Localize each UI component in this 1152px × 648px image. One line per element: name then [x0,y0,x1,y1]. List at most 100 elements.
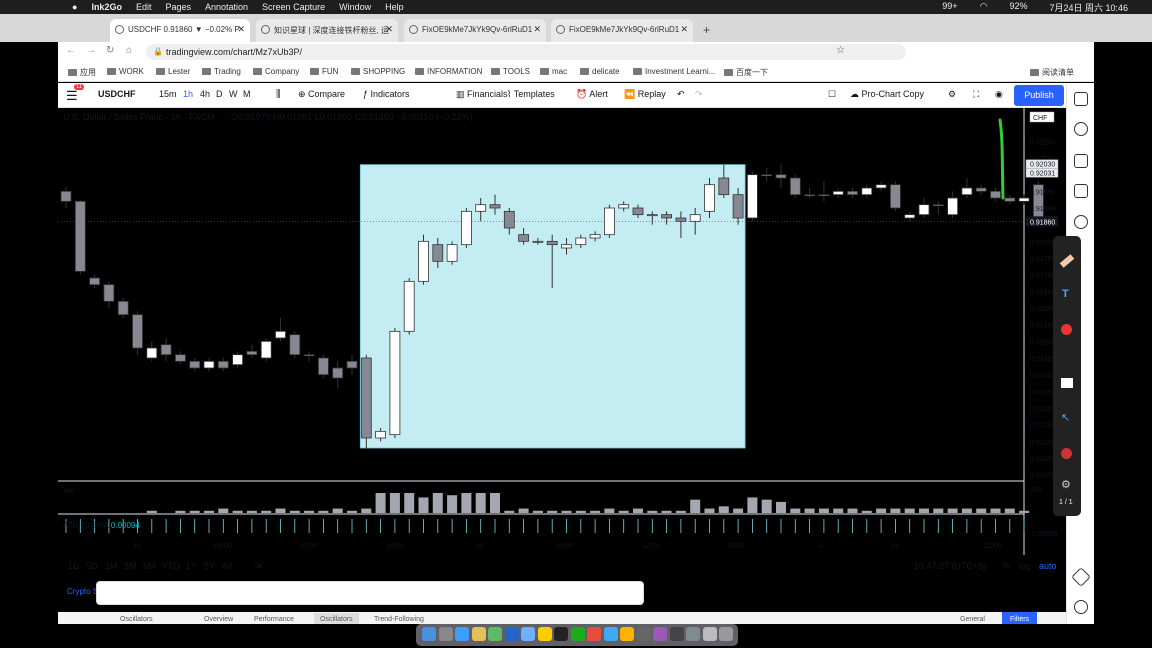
layout-square-icon[interactable]: ☐ [828,89,837,99]
dock-app-icon[interactable] [719,627,733,641]
tab-zsxq[interactable]: 知识星球 | 深度连接铁杆粉丝, 运 ✕ [256,19,398,42]
interval-15m[interactable]: 15m [159,89,177,99]
dock-app-icon[interactable] [488,627,502,641]
range-5y[interactable]: 5Y [204,561,216,571]
battery-label[interactable]: 92% [1009,1,1028,11]
dock-app-icon[interactable] [537,627,552,641]
range-1y[interactable]: 1Y [186,561,198,571]
calendar-icon[interactable] [1074,184,1088,198]
dock-app-icon[interactable] [603,627,618,641]
dock-app-icon[interactable] [702,627,717,641]
percent-toggle[interactable]: % [1002,561,1011,571]
filters-button[interactable]: Filters [1002,612,1038,624]
financials-button[interactable]: ▥ Financials [456,89,508,100]
replay-button[interactable]: ⏪ Replay [624,89,666,100]
bookmark-work[interactable]: WORK [107,67,144,76]
menu-annotation[interactable]: Annotation [205,2,249,12]
range-6m[interactable]: 6M [143,561,156,571]
fullscreen-icon[interactable]: ⛶ [973,89,980,99]
gear-icon[interactable]: ⚙ [1061,479,1071,491]
menu-icon[interactable]: ☰ [66,88,78,103]
bookmark-company[interactable]: Company [253,67,299,76]
templates-button[interactable]: ⌇ Templates [507,89,555,100]
bookmark-fun[interactable]: FUN [310,67,338,76]
notification-count[interactable]: 99+ [942,1,958,11]
settings-icon[interactable]: ⚙ [948,89,957,99]
range-all[interactable]: All [222,561,233,571]
interval-w[interactable]: W [229,89,238,99]
general-select[interactable]: General [960,616,985,623]
dock-app-icon[interactable] [504,627,519,641]
reading-list[interactable]: 阅读清单 [1030,67,1074,78]
menu-window[interactable]: Window [339,2,372,12]
range-3m[interactable]: 3M [124,561,137,571]
alarm-clock-icon[interactable] [1074,122,1088,136]
bookmark-trading[interactable]: Trading [202,67,241,76]
close-icon[interactable]: ✕ [237,24,245,34]
dock-app-icon[interactable] [686,627,700,641]
address-field[interactable]: 🔒 tradingview.com/chart/Mz7xUb3P/ [146,44,906,60]
redo-icon[interactable]: ↷ [695,89,703,99]
dock-app-icon[interactable] [587,627,601,641]
auto-toggle[interactable]: auto [1039,561,1057,571]
bookmark-lester[interactable]: Lester [156,67,190,76]
bookmark-mac[interactable]: mac [540,67,567,76]
indicators-button[interactable]: ƒ Indicators [363,89,410,99]
dock-app-icon[interactable] [620,627,634,641]
timer-icon[interactable] [1074,215,1088,229]
close-icon[interactable]: ✕ [385,24,393,34]
bookmark-apps[interactable]: 应用 [68,67,96,78]
bookmark-baidu[interactable]: 百度一下 [724,67,768,78]
candles-icon[interactable]: ⫼ [276,89,281,100]
compare-button[interactable]: ⊕ Compare [298,89,345,100]
star-icon[interactable]: ☆ [836,45,845,56]
bookmark-investment[interactable]: Investment Learni... [633,67,715,76]
alert-button[interactable]: ⏰ Alert [576,89,608,100]
range-ytd[interactable]: YTD [162,561,180,571]
range-1m[interactable]: 1M [105,561,118,571]
dock-app-icon[interactable] [521,627,535,641]
watchlist-icon[interactable] [1074,92,1088,106]
range-5d[interactable]: 5D [86,561,98,571]
symbol-search[interactable]: USDCHF [98,89,136,99]
tab-oscillators[interactable]: Oscillators [314,613,359,624]
tab-usdchf[interactable]: USDCHF 0.91860 ▼ −0.02% P ✕ [110,19,250,42]
tab-fix-2[interactable]: FixOE9kMe7JkYk9Qv-6rlRuD1 ✕ [551,19,693,42]
record-icon[interactable] [1061,448,1072,459]
oscillators-select[interactable]: Oscillators [120,616,153,623]
color-picker-icon[interactable] [1061,324,1072,335]
dock-app-icon[interactable] [455,627,469,641]
forward-icon[interactable]: → [86,45,96,56]
interval-d[interactable]: D [216,89,223,99]
bookmark-information[interactable]: INFORMATION [415,67,482,76]
interval-m[interactable]: M [243,89,251,99]
wifi-icon[interactable]: ◠ [979,1,988,11]
menu-pages[interactable]: Pages [165,2,191,12]
layout-button[interactable]: ☁ Pro-Chart Copy [850,89,924,100]
apple-icon[interactable]: ● [72,2,78,12]
dock-app-icon[interactable] [636,627,651,641]
bookmark-delicate[interactable]: delicate [580,67,620,76]
bookmark-tools[interactable]: TOOLS [491,67,530,76]
crypto-screener-link[interactable]: Crypto S [67,587,99,596]
pencil-icon[interactable] [1059,254,1075,268]
close-icon[interactable]: ✕ [680,24,688,34]
dock-app-icon[interactable] [438,627,453,641]
tab-performance[interactable]: Performance [254,616,295,623]
dock-app-icon[interactable] [422,627,436,641]
camera-icon[interactable]: ◉ [995,89,1003,99]
publish-button[interactable]: Publish [1014,85,1064,106]
dock-app-icon[interactable] [669,627,684,641]
dock-app-icon[interactable] [570,627,585,641]
reload-icon[interactable]: ↻ [106,45,115,56]
pointer-icon[interactable]: ↖ [1061,412,1071,424]
dock-app-icon[interactable] [554,627,568,641]
close-icon[interactable]: ✕ [533,24,541,34]
shape-icon[interactable] [1061,378,1073,388]
news-icon[interactable] [1074,154,1088,168]
dock-app-icon[interactable] [471,627,486,641]
menu-app[interactable]: Ink2Go [91,2,122,12]
range-1d[interactable]: 1D [68,561,80,571]
bookmark-shopping[interactable]: SHOPPING [351,67,405,76]
